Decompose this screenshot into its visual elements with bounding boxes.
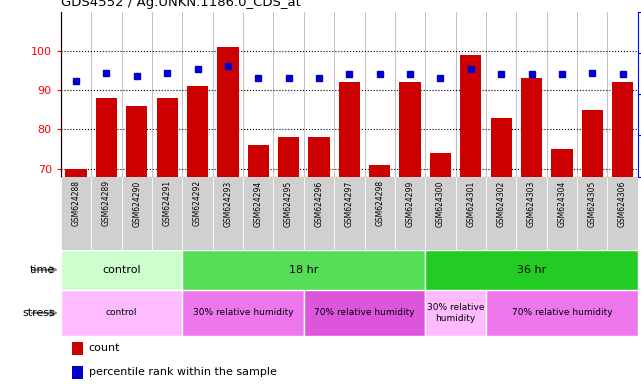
Bar [156,98,178,177]
Text: 30% relative
humidity: 30% relative humidity [427,303,485,323]
Text: GSM624298: GSM624298 [375,180,384,227]
Bar [577,177,608,250]
Text: stress: stress [22,308,55,318]
Text: percentile rank within the sample: percentile rank within the sample [88,367,276,377]
Bar [182,250,425,290]
Bar [425,177,456,250]
Bar [274,177,304,250]
Bar [217,47,238,177]
Bar [72,366,83,379]
Text: GSM624293: GSM624293 [224,180,233,227]
Text: count: count [88,343,120,354]
Bar [395,177,425,250]
Text: 36 hr: 36 hr [517,265,546,275]
Bar [72,342,83,355]
Bar [243,177,274,250]
Bar [61,250,182,290]
Bar [304,177,334,250]
Text: control: control [106,308,137,318]
Text: GSM624302: GSM624302 [497,180,506,227]
Text: GSM624292: GSM624292 [193,180,202,227]
Text: GSM624289: GSM624289 [102,180,111,227]
Bar [399,82,420,177]
Text: GSM624300: GSM624300 [436,180,445,227]
Text: GSM624291: GSM624291 [163,180,172,227]
Bar [612,82,633,177]
Text: GSM624296: GSM624296 [315,180,324,227]
Text: GSM624304: GSM624304 [558,180,567,227]
Bar [61,177,91,250]
Bar [247,145,269,177]
Text: control: control [103,265,141,275]
Bar [430,153,451,177]
Bar [213,177,243,250]
Bar [91,177,122,250]
Text: 18 hr: 18 hr [289,265,319,275]
Text: GSM624303: GSM624303 [527,180,536,227]
Text: GSM624290: GSM624290 [132,180,141,227]
Bar [486,177,517,250]
Bar [187,86,208,177]
Text: GSM624299: GSM624299 [406,180,415,227]
Bar [152,177,182,250]
Bar [182,290,304,336]
Bar [304,290,425,336]
Text: GSM624301: GSM624301 [466,180,475,227]
Bar [460,55,481,177]
Text: GSM624297: GSM624297 [345,180,354,227]
Text: GSM624305: GSM624305 [588,180,597,227]
Bar [334,177,365,250]
Bar [490,118,512,177]
Bar [122,177,152,250]
Bar [517,177,547,250]
Bar [456,177,486,250]
Text: 70% relative humidity: 70% relative humidity [512,308,612,318]
Text: GSM624294: GSM624294 [254,180,263,227]
Text: GSM624288: GSM624288 [72,180,81,226]
Text: 70% relative humidity: 70% relative humidity [314,308,415,318]
Bar [581,110,603,177]
Text: GSM624295: GSM624295 [284,180,293,227]
Bar [486,290,638,336]
Bar [278,137,299,177]
Bar [547,177,577,250]
Bar [369,165,390,177]
Text: time: time [30,265,55,275]
Text: 30% relative humidity: 30% relative humidity [193,308,294,318]
Bar [65,169,87,177]
Bar [96,98,117,177]
Text: GSM624306: GSM624306 [618,180,627,227]
Bar [551,149,572,177]
Bar [425,290,486,336]
Bar [425,250,638,290]
Bar [61,290,182,336]
Bar [521,78,542,177]
Bar [126,106,147,177]
Bar [338,82,360,177]
Bar [608,177,638,250]
Text: GDS4552 / Ag.UNKN.1186.0_CDS_at: GDS4552 / Ag.UNKN.1186.0_CDS_at [61,0,301,9]
Bar [365,177,395,250]
Bar [308,137,329,177]
Bar [182,177,213,250]
